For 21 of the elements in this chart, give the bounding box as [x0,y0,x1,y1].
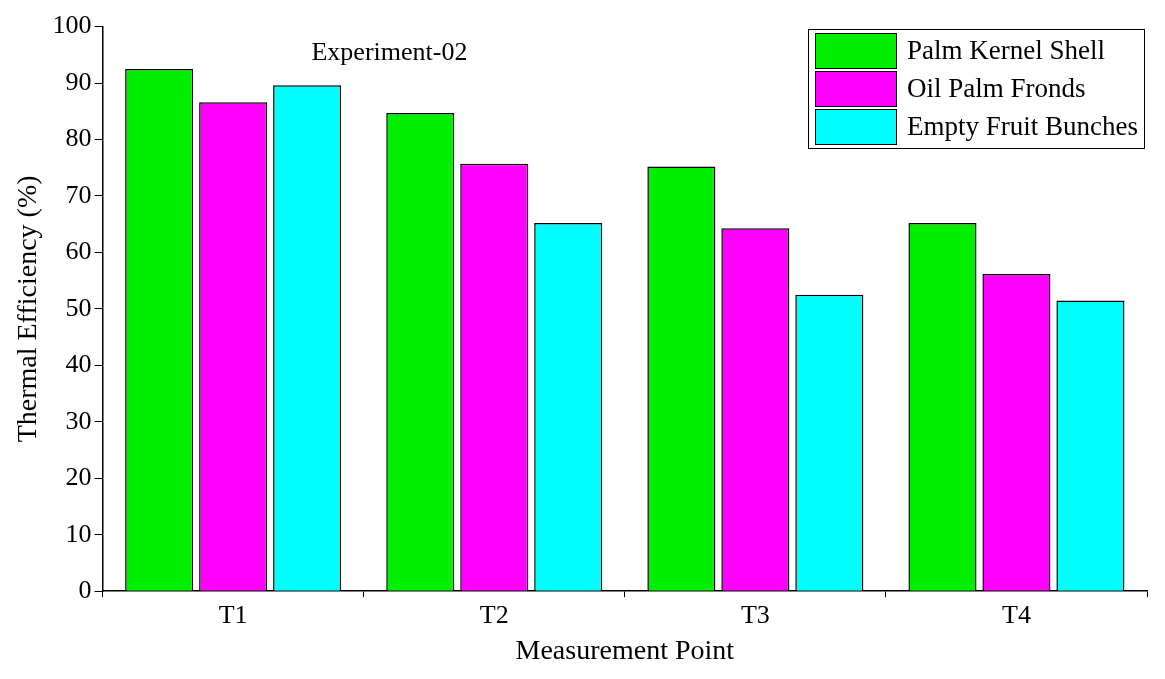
y-tick-label: 10 [65,518,92,548]
y-axis-title: Thermal Efficiency (%) [11,175,43,443]
y-tick-label: 100 [52,10,92,40]
x-axis-title: Measurement Point [515,633,735,665]
x-tick-label: T4 [1002,599,1031,629]
x-tick-label: T2 [479,599,509,629]
y-tick-label: 50 [65,292,92,322]
x-tick-label: T3 [740,599,770,629]
y-tick-label: 20 [65,462,92,492]
y-tick-label: 80 [65,123,92,153]
legend-label: Palm Kernel Shell [907,35,1105,67]
y-tick-label: 60 [65,236,92,266]
y-tick-label: 30 [65,405,92,435]
y-tick-label: 90 [65,66,92,96]
y-tick-label: 0 [78,575,92,605]
annotation: Experiment-02 [311,37,468,67]
y-tick-label: 70 [65,179,92,209]
legend-label: Empty Fruit Bunches [907,111,1138,143]
y-tick-label: 40 [65,349,92,379]
legend-label: Oil Palm Fronds [907,73,1086,105]
x-tick-label: T1 [218,599,248,629]
